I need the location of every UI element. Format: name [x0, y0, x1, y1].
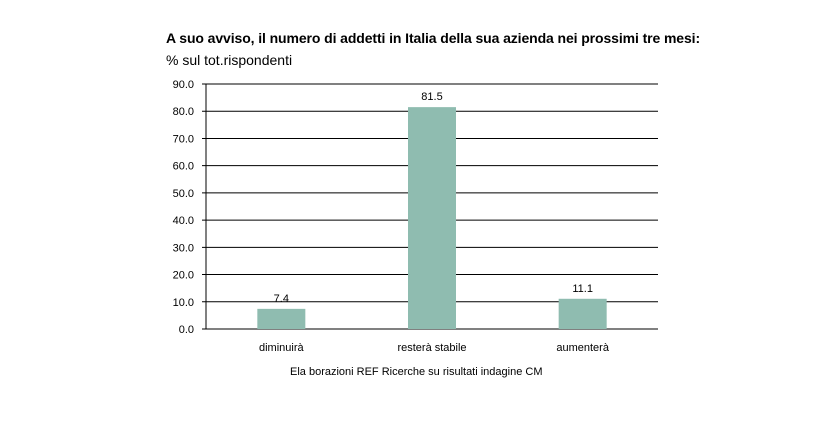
source-caption: Ela borazioni REF Ricerche su risultati …: [290, 366, 543, 378]
data-label: 11.1: [572, 283, 593, 295]
data-labels: 7.4 81.5 11.1: [274, 91, 593, 305]
y-tick-label: 60.0: [173, 161, 194, 173]
data-label: 81.5: [421, 91, 442, 103]
bar: [257, 308, 306, 329]
chart-title: A suo avviso, il numero di addetti in It…: [166, 30, 701, 46]
x-tick-label: resterà stabile: [397, 342, 466, 354]
y-axis-ticks: 0.0 10.0 20.0 30.0 40.0 50.0 60.0 70.0 80.0 90.0: [173, 79, 194, 336]
y-tick-label: 70.0: [173, 133, 194, 145]
x-tick-label: diminuirà: [259, 342, 305, 354]
y-tick-label: 90.0: [173, 79, 194, 91]
chart-subtitle: % sul tot.rispondenti: [166, 52, 293, 68]
y-tick-label: 10.0: [173, 297, 194, 309]
data-label: 7.4: [274, 293, 289, 305]
y-tick-label: 30.0: [173, 242, 194, 254]
x-axis-labels: diminuirà resterà stabile aumenterà: [259, 342, 610, 354]
y-tick-label: 40.0: [173, 215, 194, 227]
bars: [257, 107, 607, 329]
y-tick-label: 0.0: [179, 324, 194, 336]
bar: [408, 107, 456, 329]
x-tick-label: aumenterà: [556, 342, 609, 354]
y-tick-label: 50.0: [173, 188, 194, 200]
y-tick-label: 80.0: [173, 106, 194, 118]
bar: [558, 298, 607, 329]
y-tick-label: 20.0: [173, 270, 194, 282]
